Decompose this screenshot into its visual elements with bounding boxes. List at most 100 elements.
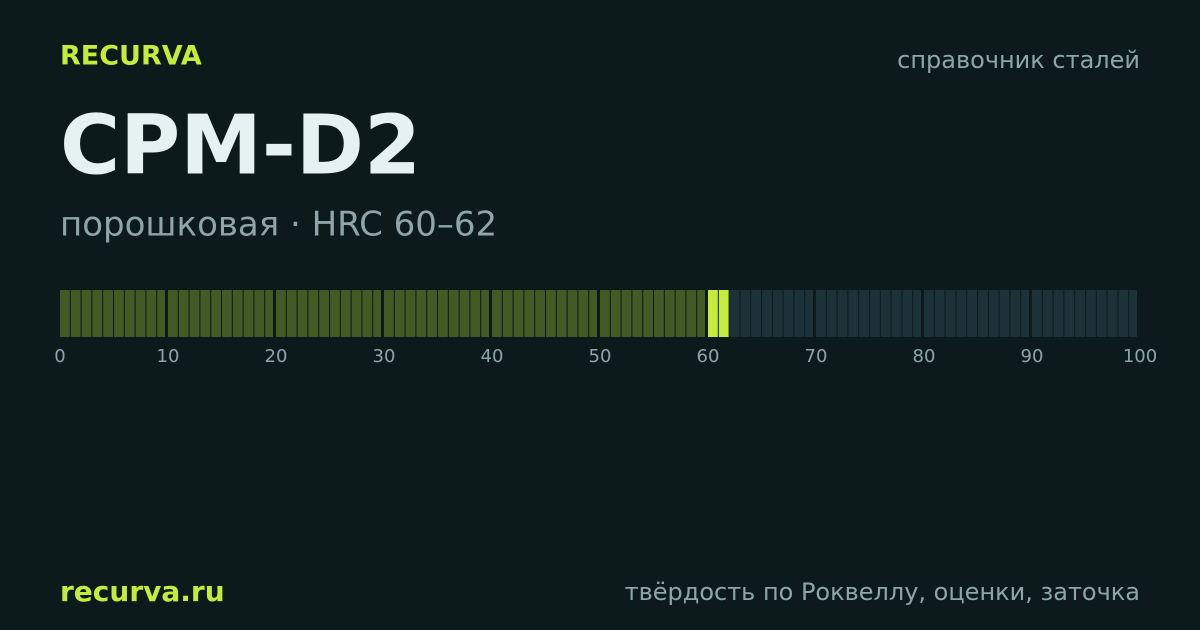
scale-cell bbox=[384, 290, 394, 337]
scale-cell bbox=[621, 290, 632, 337]
scale-cell bbox=[416, 290, 427, 337]
scale-cell bbox=[740, 290, 751, 337]
scale-cell bbox=[751, 290, 761, 337]
scale-cell bbox=[351, 290, 362, 337]
scale-cell bbox=[686, 290, 697, 337]
tick-label: 50 bbox=[589, 346, 612, 367]
scale-cell bbox=[945, 290, 956, 337]
scale-cell bbox=[956, 290, 967, 337]
scale-cell bbox=[243, 290, 254, 337]
tick-label: 100 bbox=[1123, 346, 1157, 367]
scale-cell bbox=[816, 290, 826, 337]
scale-cell bbox=[1053, 290, 1064, 337]
scale-cell bbox=[1129, 290, 1137, 337]
scale-cell bbox=[729, 290, 740, 337]
scale-cell bbox=[340, 290, 351, 337]
scale-cell bbox=[805, 290, 813, 337]
scale-cell bbox=[135, 290, 146, 337]
subtitle: порошковая · HRC 60–62 bbox=[60, 205, 497, 245]
scale-cell bbox=[546, 290, 556, 337]
scale-cell bbox=[913, 290, 921, 337]
scale-cell bbox=[330, 290, 340, 337]
scale-cell bbox=[168, 290, 178, 337]
scale-cell bbox=[70, 290, 81, 337]
scale-cell bbox=[535, 290, 545, 337]
site: recurva.ru bbox=[60, 575, 225, 608]
scale-cell bbox=[124, 290, 135, 337]
scale-cell bbox=[427, 290, 437, 337]
range-cell bbox=[708, 290, 718, 337]
tick-label: 60 bbox=[697, 346, 720, 367]
tick-label: 10 bbox=[157, 346, 180, 367]
scale-cell bbox=[319, 290, 329, 337]
tick-label: 30 bbox=[373, 346, 396, 367]
scale-cell bbox=[697, 290, 705, 337]
scale-cell bbox=[988, 290, 999, 337]
section: справочник сталей bbox=[897, 46, 1140, 74]
scale-cell bbox=[978, 290, 988, 337]
scale-cell bbox=[286, 290, 297, 337]
scale-cell bbox=[870, 290, 880, 337]
hardness-scale: 0 10 20 30 40 50 60 70 80 90 100 bbox=[54, 290, 1157, 367]
scale-cell bbox=[643, 290, 653, 337]
scale-cell bbox=[114, 290, 124, 337]
scale-cell bbox=[1064, 290, 1075, 337]
scale-cell bbox=[1118, 290, 1129, 337]
scale-cell bbox=[848, 290, 859, 337]
tick-label: 0 bbox=[54, 346, 65, 367]
scale-cell bbox=[1021, 290, 1029, 337]
scale-cell bbox=[513, 290, 524, 337]
scale-cell bbox=[200, 290, 211, 337]
scale-cell bbox=[600, 290, 610, 337]
scale-cell bbox=[1042, 290, 1053, 337]
scale-cell bbox=[232, 290, 243, 337]
tick-label: 80 bbox=[913, 346, 936, 367]
scale-cell bbox=[837, 290, 848, 337]
scale-cell bbox=[567, 290, 578, 337]
scale-cell bbox=[459, 290, 470, 337]
scale-cell bbox=[654, 290, 664, 337]
scale-cell bbox=[632, 290, 643, 337]
tick-label: 40 bbox=[481, 346, 504, 367]
scale-cell bbox=[967, 290, 977, 337]
scale-cell bbox=[222, 290, 232, 337]
scale-cell bbox=[1010, 290, 1021, 337]
tick-label: 20 bbox=[265, 346, 288, 367]
scale-cell bbox=[1086, 290, 1096, 337]
scale-cell bbox=[308, 290, 319, 337]
scale-cell bbox=[157, 290, 165, 337]
scale-cell bbox=[1096, 290, 1107, 337]
scale-cell bbox=[438, 290, 448, 337]
title: CPM-D2 bbox=[60, 98, 421, 193]
scale-cell bbox=[265, 290, 273, 337]
scale-cell bbox=[675, 290, 686, 337]
scale-cell bbox=[492, 290, 502, 337]
scale-cell bbox=[405, 290, 416, 337]
scale-cell bbox=[934, 290, 945, 337]
scale-cell bbox=[999, 290, 1010, 337]
scale-cell bbox=[103, 290, 113, 337]
scale-cell bbox=[60, 290, 70, 337]
scale-cell bbox=[470, 290, 481, 337]
scale-cell bbox=[448, 290, 459, 337]
scale-cell bbox=[556, 290, 567, 337]
scale-cell bbox=[902, 290, 913, 337]
scale-cell bbox=[664, 290, 675, 337]
scale-cell bbox=[373, 290, 381, 337]
scale-cell bbox=[794, 290, 805, 337]
scale-cell bbox=[589, 290, 597, 337]
scale-cell bbox=[178, 290, 189, 337]
scale-cell bbox=[211, 290, 221, 337]
scale-cell bbox=[772, 290, 783, 337]
brand: RECURVA bbox=[60, 41, 202, 72]
scale-cell bbox=[254, 290, 265, 337]
scale-cell bbox=[146, 290, 157, 337]
scale-cell bbox=[610, 290, 621, 337]
scale-cell bbox=[189, 290, 200, 337]
scale-cell bbox=[762, 290, 772, 337]
scale-cell bbox=[880, 290, 891, 337]
scale-cell bbox=[924, 290, 934, 337]
scale-cell bbox=[502, 290, 513, 337]
scale-cell bbox=[1032, 290, 1042, 337]
